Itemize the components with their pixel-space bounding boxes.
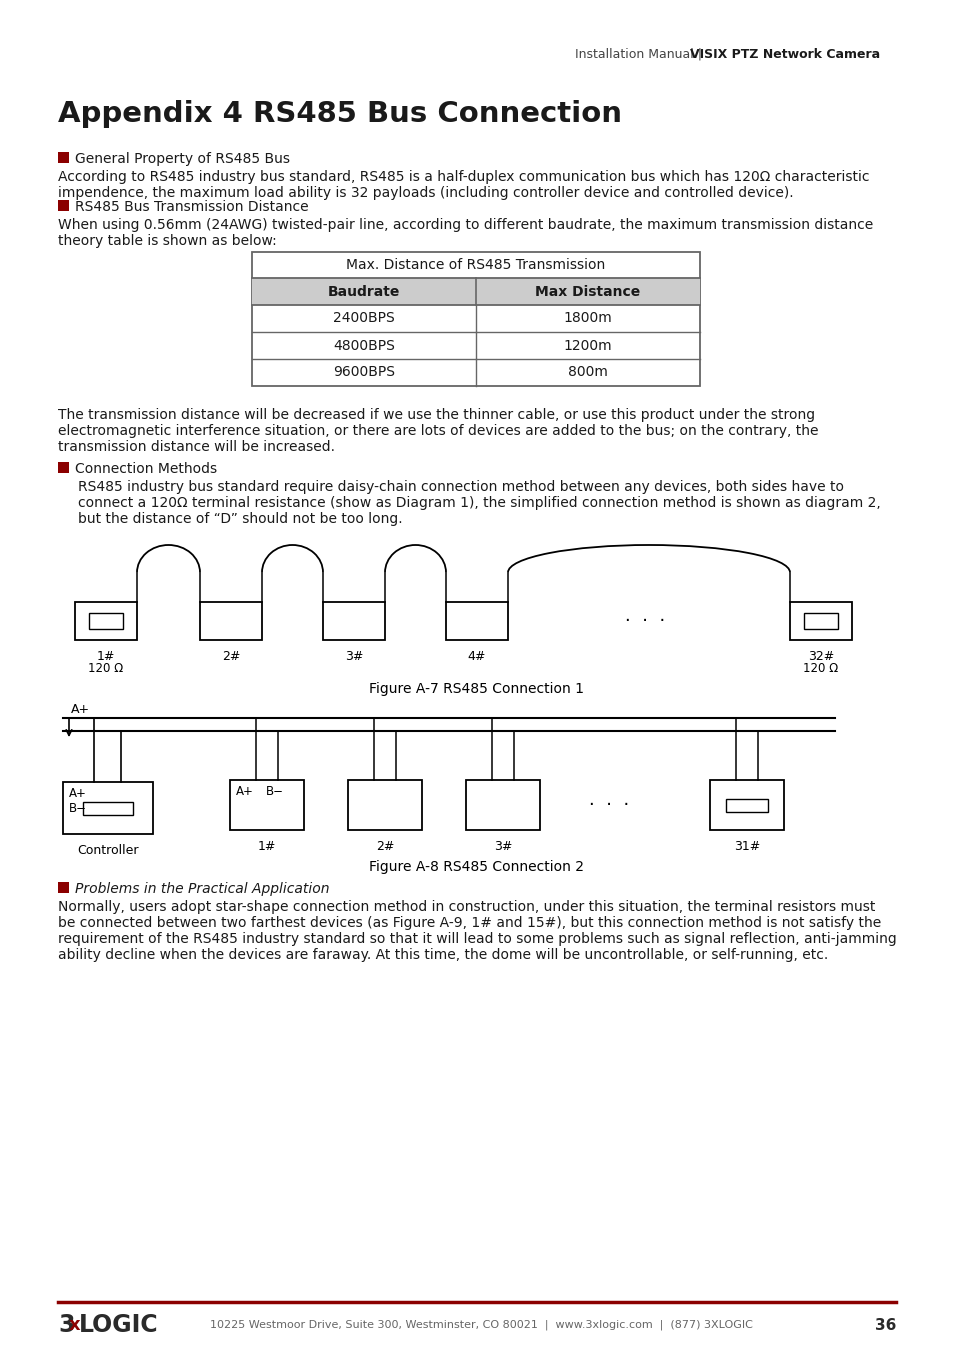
Text: impendence, the maximum load ability is 32 payloads (including controller device: impendence, the maximum load ability is … bbox=[58, 186, 793, 200]
Text: 3#: 3# bbox=[344, 650, 363, 663]
Bar bbox=[803, 613, 837, 630]
Text: x: x bbox=[69, 1316, 81, 1333]
Bar bbox=[446, 603, 507, 640]
Text: 1800m: 1800m bbox=[563, 312, 612, 326]
Bar bbox=[252, 253, 700, 386]
Text: 3#: 3# bbox=[494, 840, 512, 852]
Text: VISIX PTZ Network Camera: VISIX PTZ Network Camera bbox=[689, 49, 880, 61]
Bar bbox=[63, 782, 152, 834]
Text: Problems in the Practical Application: Problems in the Practical Application bbox=[75, 882, 329, 896]
Text: A+: A+ bbox=[69, 788, 87, 800]
Text: The transmission distance will be decreased if we use the thinner cable, or use : The transmission distance will be decrea… bbox=[58, 408, 814, 422]
Text: transmission distance will be increased.: transmission distance will be increased. bbox=[58, 440, 335, 454]
Text: connect a 120Ω terminal resistance (show as Diagram 1), the simplified connectio: connect a 120Ω terminal resistance (show… bbox=[78, 496, 880, 509]
Text: When using 0.56mm (24AWG) twisted-pair line, according to different baudrate, th: When using 0.56mm (24AWG) twisted-pair l… bbox=[58, 218, 872, 232]
Text: ·  ·  ·: · · · bbox=[588, 796, 629, 815]
Text: Normally, users adopt star-shape connection method in construction, under this s: Normally, users adopt star-shape connect… bbox=[58, 900, 875, 915]
Text: ability decline when the devices are faraway. At this time, the dome will be unc: ability decline when the devices are far… bbox=[58, 948, 827, 962]
Bar bbox=[200, 603, 262, 640]
Text: A+: A+ bbox=[71, 703, 90, 716]
Text: General Property of RS485 Bus: General Property of RS485 Bus bbox=[75, 153, 290, 166]
Text: B−: B− bbox=[266, 785, 284, 798]
Bar bbox=[75, 603, 137, 640]
Text: Controller: Controller bbox=[77, 844, 138, 857]
Bar bbox=[348, 780, 421, 830]
Text: 120 Ω: 120 Ω bbox=[802, 662, 838, 676]
Bar bbox=[58, 882, 69, 893]
Text: Baudrate: Baudrate bbox=[328, 285, 399, 299]
Text: Connection Methods: Connection Methods bbox=[75, 462, 217, 476]
Text: Max. Distance of RS485 Transmission: Max. Distance of RS485 Transmission bbox=[346, 258, 605, 272]
Text: electromagnetic interference situation, or there are lots of devices are added t: electromagnetic interference situation, … bbox=[58, 424, 818, 438]
Text: Max Distance: Max Distance bbox=[535, 285, 640, 299]
Bar bbox=[58, 153, 69, 163]
Bar bbox=[252, 278, 700, 305]
Text: Appendix 4 RS485 Bus Connection: Appendix 4 RS485 Bus Connection bbox=[58, 100, 621, 128]
Text: but the distance of “D” should not be too long.: but the distance of “D” should not be to… bbox=[78, 512, 402, 526]
Text: 32#: 32# bbox=[807, 650, 833, 663]
Text: 31#: 31# bbox=[733, 840, 760, 852]
Text: be connected between two farthest devices (as Figure A-9, 1# and 15#), but this : be connected between two farthest device… bbox=[58, 916, 881, 929]
Bar bbox=[465, 780, 539, 830]
Text: ·  ·  ·: · · · bbox=[624, 612, 664, 630]
Text: 1#: 1# bbox=[96, 650, 115, 663]
Text: RS485 Bus Transmission Distance: RS485 Bus Transmission Distance bbox=[75, 200, 309, 213]
Text: B−: B− bbox=[69, 802, 87, 815]
Text: RS485 industry bus standard require daisy-chain connection method between any de: RS485 industry bus standard require dais… bbox=[78, 480, 843, 494]
Bar bbox=[789, 603, 851, 640]
Text: 9600BPS: 9600BPS bbox=[333, 366, 395, 380]
Bar bbox=[83, 801, 132, 815]
Text: 1#: 1# bbox=[257, 840, 276, 852]
Bar bbox=[230, 780, 304, 830]
Text: 2400BPS: 2400BPS bbox=[333, 312, 395, 326]
Text: Installation Manual |: Installation Manual | bbox=[575, 49, 705, 61]
Text: 2#: 2# bbox=[222, 650, 240, 663]
Text: A+: A+ bbox=[235, 785, 253, 798]
Text: 2#: 2# bbox=[375, 840, 394, 852]
Text: 120 Ω: 120 Ω bbox=[89, 662, 124, 676]
Bar bbox=[89, 613, 123, 630]
Text: theory table is shown as below:: theory table is shown as below: bbox=[58, 234, 276, 249]
Text: 800m: 800m bbox=[567, 366, 607, 380]
Text: LOGIC: LOGIC bbox=[79, 1313, 158, 1337]
Text: 4#: 4# bbox=[467, 650, 486, 663]
Bar bbox=[709, 780, 783, 830]
Bar bbox=[58, 200, 69, 211]
Text: Figure A-8 RS485 Connection 2: Figure A-8 RS485 Connection 2 bbox=[369, 861, 584, 874]
Text: 1200m: 1200m bbox=[563, 339, 612, 353]
Bar bbox=[323, 603, 385, 640]
Text: According to RS485 industry bus standard, RS485 is a half-duplex communication b: According to RS485 industry bus standard… bbox=[58, 170, 868, 184]
Bar bbox=[58, 462, 69, 473]
Text: 36: 36 bbox=[874, 1317, 895, 1332]
Text: 10225 Westmoor Drive, Suite 300, Westminster, CO 80021  |  www.3xlogic.com  |  (: 10225 Westmoor Drive, Suite 300, Westmin… bbox=[210, 1320, 752, 1331]
Text: Figure A-7 RS485 Connection 1: Figure A-7 RS485 Connection 1 bbox=[369, 682, 584, 696]
Text: 4800BPS: 4800BPS bbox=[333, 339, 395, 353]
Text: 3: 3 bbox=[58, 1313, 74, 1337]
Bar bbox=[725, 798, 768, 812]
Text: requirement of the RS485 industry standard so that it will lead to some problems: requirement of the RS485 industry standa… bbox=[58, 932, 896, 946]
